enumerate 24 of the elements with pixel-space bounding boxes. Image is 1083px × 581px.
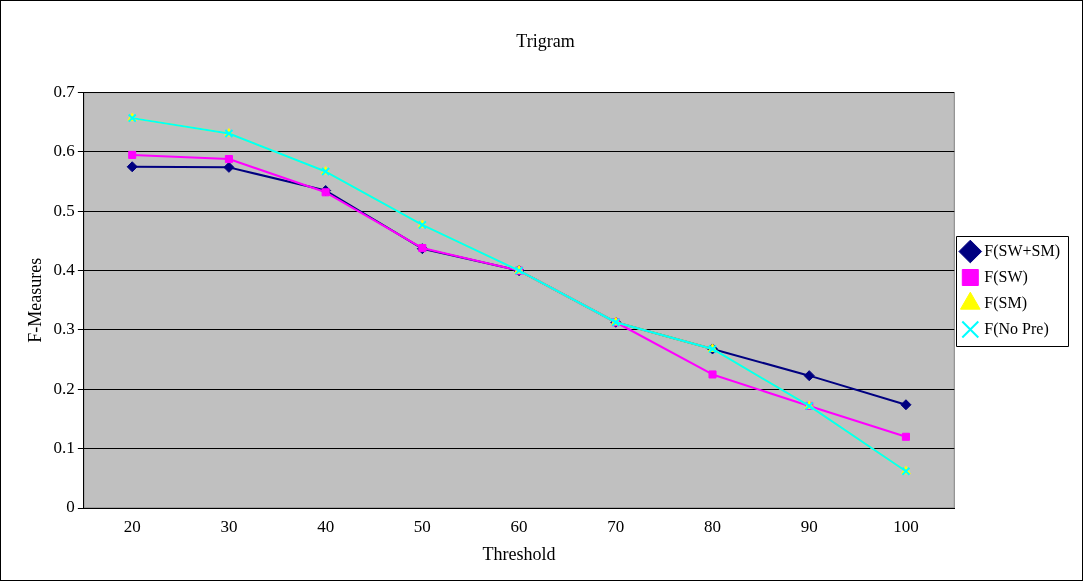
x-tick-label: 100 <box>893 516 919 536</box>
y-tick-label: 0.1 <box>53 438 75 458</box>
y-tick-label: 0.5 <box>53 200 75 220</box>
chart-title: Trigram <box>516 30 575 51</box>
y-tick-label: 0.7 <box>53 82 76 102</box>
x-tick-label: 80 <box>704 516 722 536</box>
y-tick-label: 0.6 <box>53 141 75 161</box>
x-axis-title: Threshold <box>482 543 556 564</box>
legend-label: F(SW+SM) <box>984 241 1060 260</box>
legend-label: F(SW) <box>984 267 1028 286</box>
y-axis-title: F-Measures <box>24 257 45 343</box>
x-tick-label: 90 <box>800 516 818 536</box>
x-tick-label: 60 <box>510 516 528 536</box>
y-tick-label: 0.3 <box>53 319 75 339</box>
x-tick-label: 20 <box>123 516 141 536</box>
legend-label: F(No Pre) <box>984 319 1049 338</box>
y-tick-label: 0.2 <box>53 378 75 398</box>
x-tick-label: 40 <box>317 516 335 536</box>
x-tick-label: 30 <box>220 516 238 536</box>
y-tick-label: 0 <box>66 497 75 517</box>
y-tick-label: 0.4 <box>53 260 76 280</box>
legend-label: F(SM) <box>984 293 1027 312</box>
x-tick-label: 50 <box>413 516 431 536</box>
x-tick-label: 70 <box>607 516 625 536</box>
